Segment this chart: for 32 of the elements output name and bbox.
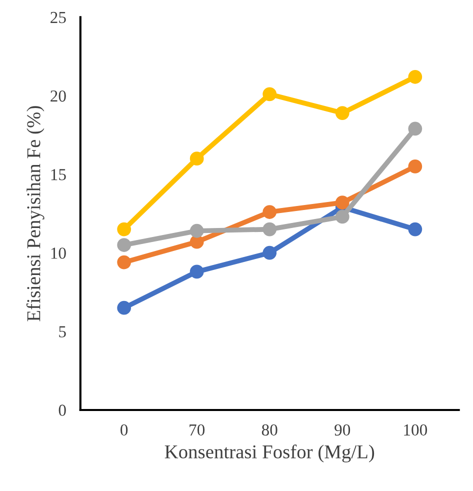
point xyxy=(117,255,132,270)
point xyxy=(117,238,132,252)
point xyxy=(117,222,132,236)
y-tick-label: 10 xyxy=(51,248,66,259)
point xyxy=(262,222,277,236)
x-tick-label: 0 xyxy=(120,424,128,436)
point xyxy=(335,196,350,210)
y-tick-label: 15 xyxy=(51,169,66,180)
y-tick-label: 25 xyxy=(50,12,66,24)
x-tick-label: 70 xyxy=(190,424,205,436)
y-tick-label: 0 xyxy=(58,404,66,416)
point xyxy=(190,224,204,238)
point xyxy=(408,160,422,174)
point xyxy=(408,70,422,84)
x-axis-title: Konsentrasi Fosfor (Mg/L) xyxy=(164,444,374,462)
point xyxy=(190,234,204,249)
point xyxy=(335,210,350,224)
x-tick-label: 100 xyxy=(404,424,428,436)
point xyxy=(262,87,277,102)
point xyxy=(190,264,204,279)
y-axis-title: Efisiensi Penyisihan Fe (%) xyxy=(26,106,44,322)
x-tick-label: 80 xyxy=(262,424,278,436)
y-tick-label: 5 xyxy=(59,326,66,338)
point xyxy=(262,246,277,260)
x-tick-label: 90 xyxy=(334,424,350,436)
point xyxy=(335,106,350,120)
point xyxy=(190,152,204,166)
y-tick-label: 20 xyxy=(50,90,66,102)
point xyxy=(262,205,277,219)
point xyxy=(408,122,422,136)
point xyxy=(408,222,422,236)
point xyxy=(117,300,132,315)
